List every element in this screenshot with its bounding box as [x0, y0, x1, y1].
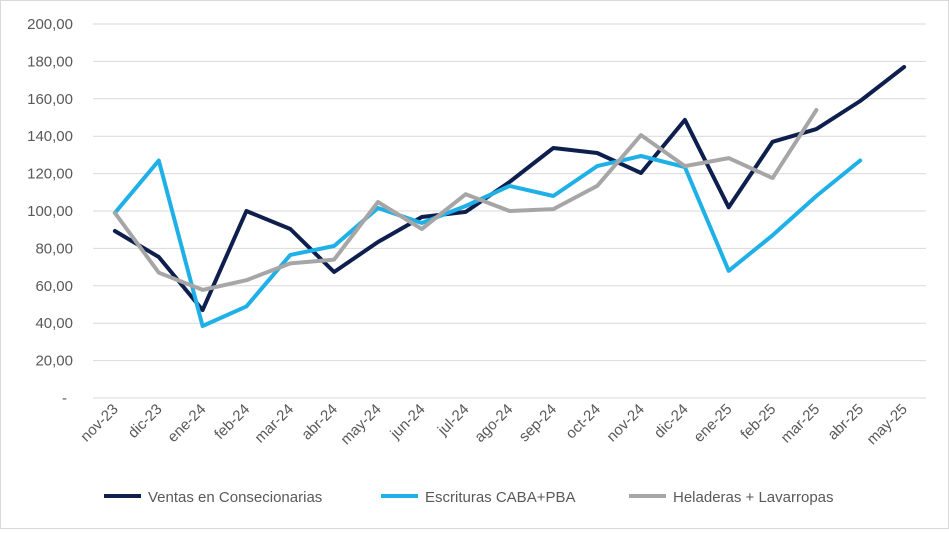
- y-tick-label: 200,00: [27, 16, 73, 33]
- x-tick-label: abr-24: [298, 401, 341, 444]
- y-tick-label: 80,00: [35, 240, 73, 257]
- x-tick-label: may-25: [864, 401, 911, 448]
- x-tick-label: oct-24: [563, 401, 605, 443]
- x-tick-label: jul-24: [434, 401, 473, 440]
- x-tick-label: mar-25: [778, 401, 824, 447]
- legend-label: Heladeras + Lavarropas: [673, 489, 834, 506]
- y-tick-label: 40,00: [35, 315, 73, 332]
- x-tick-label: jun-24: [386, 401, 428, 443]
- x-tick-label: ene-24: [164, 401, 209, 446]
- x-tick-label: sep-24: [516, 401, 560, 445]
- x-tick-label: nov-24: [603, 401, 647, 445]
- x-tick-label: feb-25: [737, 401, 779, 443]
- x-tick-label: abr-25: [824, 401, 867, 444]
- x-tick-label: dic-23: [125, 401, 166, 442]
- legend-label: Ventas en Consecionarias: [148, 489, 322, 506]
- x-tick-label: mar-24: [251, 401, 297, 447]
- x-tick-label: dic-24: [651, 401, 692, 442]
- series-line-1: [112, 154, 863, 328]
- x-tick-label: may-24: [337, 401, 384, 448]
- x-tick-label: feb-24: [211, 401, 253, 443]
- legend-label: Escrituras CABA+PBA: [425, 489, 575, 506]
- y-tick-label: 100,00: [27, 203, 73, 220]
- x-tick-label: ene-25: [690, 401, 735, 446]
- y-tick-label: 140,00: [27, 128, 73, 145]
- series-line-0: [112, 65, 907, 313]
- y-tick-label: 20,00: [35, 353, 73, 370]
- y-tick-label: 160,00: [27, 91, 73, 108]
- y-tick-label: 60,00: [35, 278, 73, 295]
- x-tick-label: ago-24: [471, 401, 516, 446]
- series-line-2: [112, 108, 819, 292]
- y-tick-label: 180,00: [27, 53, 73, 70]
- y-tick-label: 120,00: [27, 166, 73, 183]
- x-tick-label: nov-23: [77, 401, 121, 445]
- y-tick-label: -: [62, 390, 67, 407]
